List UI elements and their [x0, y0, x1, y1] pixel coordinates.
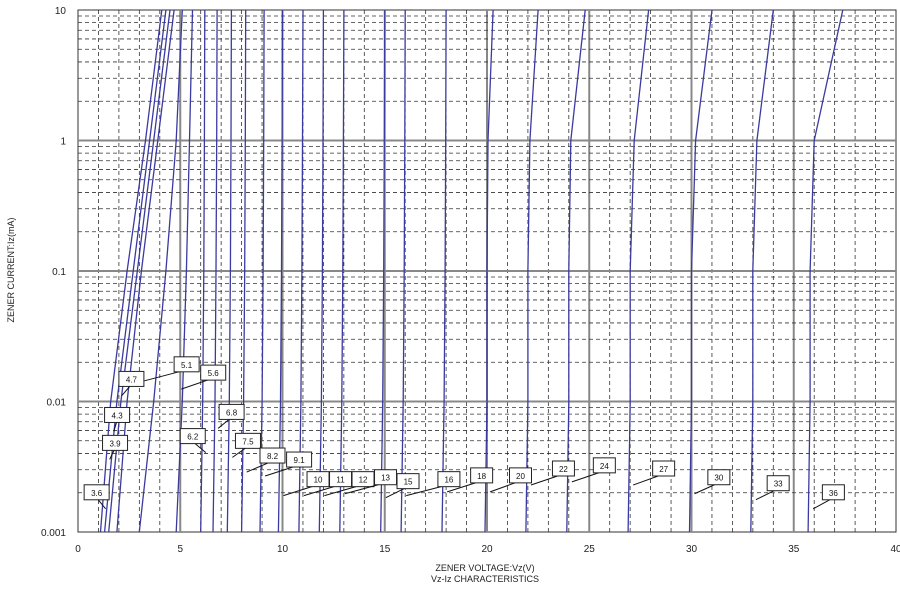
- series-tag-box-27: [652, 460, 676, 477]
- series-tag-label-11: 11: [336, 476, 345, 485]
- series-tag-box-18: [470, 467, 494, 484]
- series-tag-label-16: 16: [444, 476, 453, 485]
- series-tag-box-3.9: [102, 434, 129, 451]
- series-curve-20: [484, 9, 494, 533]
- y-tick-labels: 0.001 0.01 0.1 1 10: [41, 6, 66, 539]
- series-curve-12: [318, 9, 325, 533]
- series-tag-label-5.6: 5.6: [208, 369, 220, 378]
- x-tick-label: 15: [379, 544, 391, 555]
- series-curve-33: [750, 9, 774, 533]
- x-tick-label: 20: [481, 544, 493, 555]
- x-tick-label: 10: [277, 544, 289, 555]
- series-tag-label-18: 18: [477, 472, 486, 481]
- series-curve-36: [807, 9, 844, 533]
- series-curve-9.1: [259, 9, 265, 533]
- x-tick-labels: 0 5 10 15 20 25 30 35 40: [75, 544, 900, 555]
- series-tag-box-4.7: [118, 370, 145, 387]
- series-tag-box-30: [707, 469, 731, 486]
- series-tag-label-22: 22: [559, 465, 568, 474]
- series-curve-15: [380, 9, 386, 533]
- series-tag-label-24: 24: [600, 462, 609, 471]
- x-tick-label: 5: [177, 544, 183, 555]
- series-tag-label-12: 12: [359, 476, 368, 485]
- series-tag-box-6.8: [218, 403, 245, 420]
- series-tag-box-4.3: [104, 406, 131, 423]
- series-curve-30: [688, 9, 713, 533]
- series-curve-5.1: [138, 9, 183, 533]
- series-curve-24: [566, 9, 586, 533]
- series-tag-label-7.5: 7.5: [242, 437, 254, 446]
- x-tick-label: 30: [686, 544, 698, 555]
- series-tag-label-4.7: 4.7: [126, 375, 138, 384]
- x-tick-label: 35: [788, 544, 800, 555]
- series-tag-label-10: 10: [314, 476, 323, 485]
- chart-caption: Vz-Iz CHARACTERISTICS: [431, 574, 539, 584]
- series-tag-label-20: 20: [516, 472, 525, 481]
- series-tag-label-36: 36: [829, 489, 838, 498]
- series-tag-box-9.1: [286, 451, 313, 468]
- series-curve-16: [400, 9, 406, 533]
- series-tag-label-3.9: 3.9: [109, 439, 121, 448]
- series-tags: 3.6 3.9 4.3 4.7 5.1 5.6 6.2 6.8 7.5 8.2 9.1 10 11 12 1…: [83, 356, 845, 510]
- series-tag-label-3.6: 3.6: [91, 489, 103, 498]
- series-tag-box-16: [437, 471, 461, 488]
- series-tag-label-33: 33: [774, 480, 783, 489]
- series-tag-label-13: 13: [381, 474, 390, 483]
- series-tag-box-3.6: [83, 484, 110, 501]
- series-curve-22: [525, 9, 539, 533]
- series-curve-18: [441, 9, 447, 533]
- series-curve-27: [627, 9, 650, 533]
- series-tag-box-22: [551, 460, 575, 477]
- y-tick-label: 0.1: [52, 267, 66, 278]
- series-tag-box-15: [396, 473, 420, 490]
- series-tag-label-6.2: 6.2: [187, 433, 199, 442]
- series-tag-label-9.1: 9.1: [294, 456, 306, 465]
- x-tick-label: 25: [584, 544, 596, 555]
- series-curve-10: [277, 9, 284, 533]
- series-tag-box-20: [508, 467, 532, 484]
- series-tag-box-24: [592, 457, 616, 474]
- series-curve-11: [298, 9, 304, 533]
- series-curve-5.6: [175, 9, 194, 533]
- series-tag-box-6.2: [179, 428, 206, 445]
- series-tag-label-27: 27: [659, 465, 668, 474]
- series-curve-6.2: [200, 9, 206, 533]
- series-tag-label-5.1: 5.1: [181, 361, 193, 370]
- series-tag-box-33: [766, 475, 790, 492]
- series-curve-6.8: [212, 9, 218, 533]
- y-tick-label: 10: [55, 6, 67, 17]
- y-tick-label: 0.01: [47, 398, 67, 409]
- series-tag-box-8.2: [259, 447, 286, 464]
- series-tag-label-30: 30: [714, 474, 723, 483]
- series-tag-box-5.1: [173, 356, 200, 373]
- series-tag-label-15: 15: [404, 478, 413, 487]
- x-axis-label: ZENER VOLTAGE:Vz(V): [435, 563, 534, 573]
- y-tick-label: 0.001: [41, 528, 66, 539]
- series-tag-box-7.5: [234, 432, 261, 449]
- y-axis-label: ZENER CURRENT:Iz(mA): [6, 217, 16, 322]
- series-tag-label-4.3: 4.3: [112, 411, 124, 420]
- series-tag-box-5.6: [200, 364, 227, 381]
- series-tag-label-6.8: 6.8: [226, 408, 238, 417]
- series-tag-label-8.2: 8.2: [267, 452, 279, 461]
- x-tick-label: 40: [890, 544, 900, 555]
- y-tick-label: 1: [60, 137, 66, 148]
- x-tick-label: 0: [75, 544, 81, 555]
- series-curve-7.5: [226, 9, 233, 533]
- series-tag-box-36: [821, 484, 845, 501]
- series-curve-13: [339, 9, 345, 533]
